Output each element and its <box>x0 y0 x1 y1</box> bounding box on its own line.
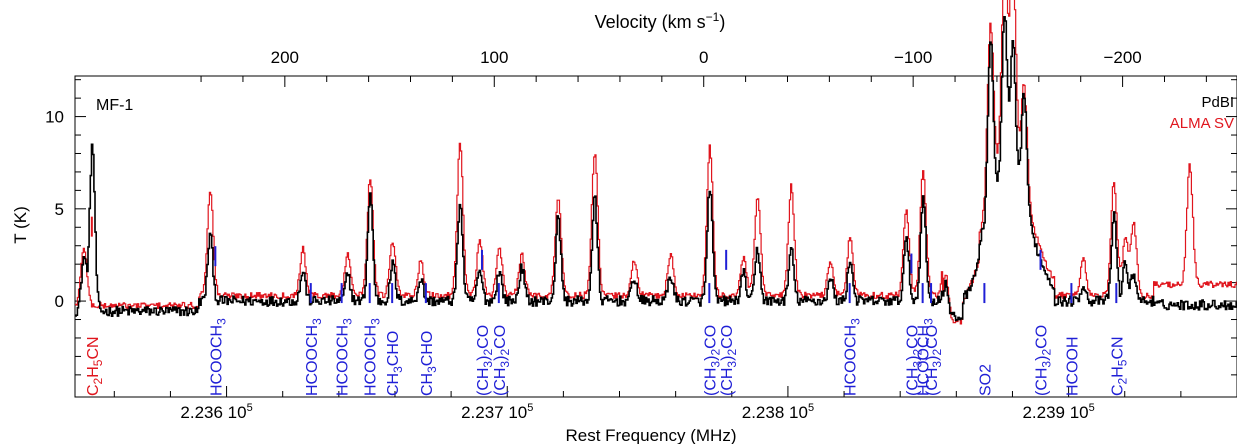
line-marker-label: HCOOCH3 <box>363 318 383 396</box>
pdbi-spectrum <box>75 16 1237 322</box>
plot-frame <box>74 75 1237 398</box>
bottom-tick-label: 2.239 105 <box>1022 402 1094 422</box>
legend-alma: ALMA SV <box>1170 115 1234 132</box>
legend-pdbi: PdBI <box>1201 94 1234 111</box>
line-marker-label: CH3CHO <box>419 331 439 396</box>
velocity-tick-label: 100 <box>480 48 508 67</box>
velocity-tick-label: 0 <box>699 48 708 67</box>
line-marker-label: HCOOCH3 <box>843 318 863 396</box>
velocity-tick-label: −100 <box>894 48 932 67</box>
line-marker-label: HCOOCH3 <box>335 318 355 396</box>
bottom-tick-label: 2.237 105 <box>461 402 533 422</box>
line-marker-label: (CH3)2CO <box>924 325 944 396</box>
bottom-tick-label: 2.236 105 <box>180 402 252 422</box>
line-marker-label: HCOOH <box>1064 336 1081 396</box>
line-marker-label: HCOOCH3 <box>208 318 228 396</box>
line-marker-label: CH3CHO <box>385 331 405 396</box>
y-tick-label: 0 <box>55 292 64 311</box>
y-tick-label: 10 <box>45 108 64 127</box>
alma-sv-spectrum <box>75 0 1237 325</box>
x-axis-title: Rest Frequency (MHz) <box>566 426 737 444</box>
bottom-tick-label: 2.238 105 <box>742 402 814 422</box>
axis-labels: Velocity (km s−1) Rest Frequency (MHz) T… <box>11 10 1234 444</box>
line-marker-label: HCOOCH3 <box>304 318 324 396</box>
axes-frame <box>74 75 1237 398</box>
line-marker-label: C2H5CN <box>1109 336 1129 396</box>
velocity-tick-label: −200 <box>1103 48 1141 67</box>
line-marker-label: (CH3)2CO <box>702 325 722 396</box>
line-marker-label: (CH3)2CO <box>904 325 924 396</box>
line-marker-label: SO2 <box>977 364 994 396</box>
line-marker-label: C2H5CN <box>85 336 105 396</box>
line-marker-label: HCOOCH3 <box>916 318 936 396</box>
line-marker-label: (CH3)2CO <box>492 325 512 396</box>
line-marker-label: (CH3)2CO <box>719 325 739 396</box>
line-marker-label: (CH3)2CO <box>475 325 495 396</box>
line-identifications: C2H5CN HCOOCH3HCOOCH3HCOOCH3HCOOCH3CH3CHO… <box>85 216 1129 396</box>
y-tick-label: 5 <box>55 200 64 219</box>
spectra <box>75 0 1237 325</box>
top-axis-title: Velocity (km s−1) <box>595 10 726 32</box>
panel-label: MF-1 <box>96 97 133 114</box>
y-axis-title: T (K) <box>11 206 30 243</box>
velocity-tick-label: 200 <box>271 48 299 67</box>
line-marker-label: (CH3)2CO <box>1034 325 1054 396</box>
